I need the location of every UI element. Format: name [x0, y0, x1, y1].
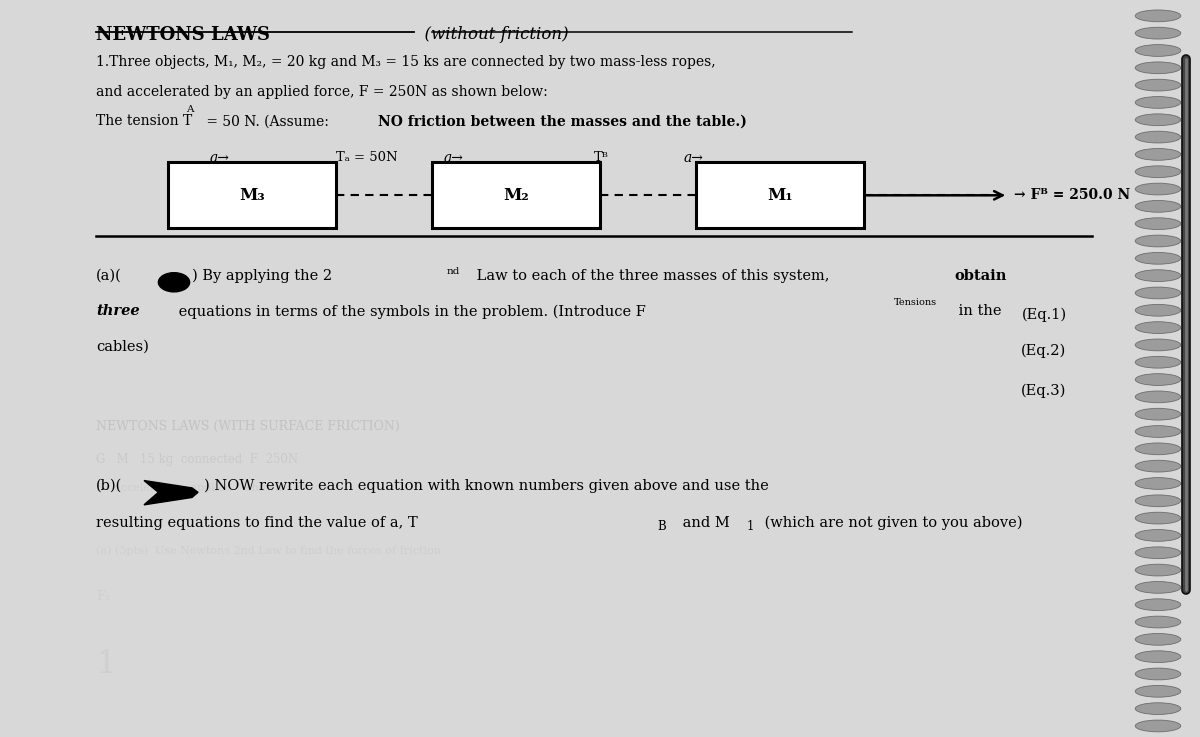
- Text: (a) (5pts)  Use Newtons 2nd Law to find the forces of friction: (a) (5pts) Use Newtons 2nd Law to find t…: [96, 545, 442, 556]
- Text: three: three: [96, 304, 139, 318]
- Text: a→: a→: [444, 151, 464, 165]
- Bar: [168, 162, 336, 228]
- Text: NEWTONS LAWS (WITH SURFACE FRICTION): NEWTONS LAWS (WITH SURFACE FRICTION): [96, 420, 400, 433]
- Ellipse shape: [1135, 97, 1181, 108]
- Ellipse shape: [1135, 184, 1181, 195]
- Ellipse shape: [1135, 408, 1181, 420]
- Ellipse shape: [1135, 495, 1181, 507]
- Text: F   accelerated   applied    shown: F accelerated applied shown: [96, 483, 282, 493]
- Text: 1.Three objects, M₁, M₂, = 20 kg and M₃ = 15 ks are connected by two mass-less r: 1.Three objects, M₁, M₂, = 20 kg and M₃ …: [96, 55, 715, 69]
- Text: NO friction between the masses and the table.): NO friction between the masses and the t…: [378, 114, 746, 128]
- Text: (Eq.1): (Eq.1): [1021, 308, 1067, 323]
- Text: G   M   15 kg  connected  F  250N: G M 15 kg connected F 250N: [96, 453, 298, 467]
- Text: obtain: obtain: [954, 269, 1007, 283]
- Ellipse shape: [1135, 339, 1181, 351]
- Ellipse shape: [1135, 460, 1181, 472]
- Ellipse shape: [1135, 321, 1181, 333]
- Text: resulting equations to find the value of a, T: resulting equations to find the value of…: [96, 516, 418, 530]
- Text: a→: a→: [684, 151, 704, 165]
- Text: and accelerated by an applied force, F = 250N as shown below:: and accelerated by an applied force, F =…: [96, 85, 547, 99]
- Text: NEWTONS LAWS: NEWTONS LAWS: [96, 26, 270, 43]
- Text: Tᴮ: Tᴮ: [594, 151, 608, 164]
- Ellipse shape: [1135, 720, 1181, 732]
- Ellipse shape: [1135, 10, 1181, 21]
- Ellipse shape: [1135, 547, 1181, 559]
- Bar: [432, 162, 600, 228]
- Ellipse shape: [1135, 235, 1181, 247]
- Ellipse shape: [1135, 565, 1181, 576]
- Bar: [696, 162, 864, 228]
- Ellipse shape: [1135, 270, 1181, 282]
- Text: M₂: M₂: [503, 186, 529, 204]
- Text: Law to each of the three masses of this system,: Law to each of the three masses of this …: [472, 269, 834, 283]
- Ellipse shape: [1135, 80, 1181, 91]
- Ellipse shape: [1135, 634, 1181, 646]
- Text: (b)(: (b)(: [96, 479, 122, 493]
- Text: = 50 N. (Assume:: = 50 N. (Assume:: [202, 114, 332, 128]
- Text: 1: 1: [96, 649, 115, 680]
- Text: and M: and M: [678, 516, 730, 530]
- Text: B: B: [658, 520, 666, 533]
- Ellipse shape: [1135, 512, 1181, 524]
- Ellipse shape: [1135, 478, 1181, 489]
- Ellipse shape: [1135, 425, 1181, 438]
- Text: nd: nd: [446, 267, 460, 276]
- Ellipse shape: [1135, 252, 1181, 265]
- Circle shape: [158, 273, 190, 292]
- Ellipse shape: [1135, 44, 1181, 56]
- Text: (which are not given to you above): (which are not given to you above): [760, 516, 1022, 531]
- Text: equations in terms of the symbols in the problem. (Introduce F: equations in terms of the symbols in the…: [174, 304, 646, 319]
- Ellipse shape: [1135, 200, 1181, 212]
- Text: cables): cables): [96, 340, 149, 354]
- Ellipse shape: [1135, 651, 1181, 663]
- Text: M₁: M₁: [767, 186, 793, 204]
- Ellipse shape: [1135, 304, 1181, 316]
- Ellipse shape: [1135, 62, 1181, 74]
- Text: 1: 1: [746, 520, 754, 533]
- Ellipse shape: [1135, 166, 1181, 178]
- Ellipse shape: [1135, 131, 1181, 143]
- Ellipse shape: [1135, 218, 1181, 230]
- Text: F₂: F₂: [96, 590, 109, 603]
- Ellipse shape: [1135, 616, 1181, 628]
- Text: (Eq.3): (Eq.3): [1021, 384, 1067, 399]
- Polygon shape: [144, 481, 198, 505]
- Ellipse shape: [1135, 357, 1181, 368]
- Text: ) By applying the 2: ) By applying the 2: [192, 269, 332, 284]
- Ellipse shape: [1135, 581, 1181, 593]
- Text: The tension T: The tension T: [96, 114, 192, 128]
- Ellipse shape: [1135, 529, 1181, 541]
- Ellipse shape: [1135, 287, 1181, 299]
- Text: M₃: M₃: [239, 186, 265, 204]
- Text: A: A: [186, 105, 193, 114]
- Text: Tₐ = 50N: Tₐ = 50N: [336, 151, 397, 164]
- Text: in the: in the: [954, 304, 1002, 318]
- Ellipse shape: [1135, 703, 1181, 715]
- Text: Tensions: Tensions: [894, 298, 937, 307]
- Ellipse shape: [1135, 27, 1181, 39]
- Ellipse shape: [1135, 149, 1181, 161]
- Ellipse shape: [1135, 443, 1181, 455]
- Ellipse shape: [1135, 668, 1181, 680]
- Text: ) NOW rewrite each equation with known numbers given above and use the: ) NOW rewrite each equation with known n…: [204, 479, 769, 494]
- Text: → Fᴮ = 250.0 N: → Fᴮ = 250.0 N: [1014, 189, 1130, 202]
- Ellipse shape: [1135, 391, 1181, 403]
- Text: (Eq.2): (Eq.2): [1021, 343, 1067, 358]
- Ellipse shape: [1135, 114, 1181, 126]
- Text: a→: a→: [210, 151, 230, 165]
- Text: (without friction): (without friction): [414, 26, 569, 43]
- Ellipse shape: [1135, 598, 1181, 610]
- Ellipse shape: [1135, 374, 1181, 385]
- Ellipse shape: [1135, 685, 1181, 697]
- Text: (a)(: (a)(: [96, 269, 121, 283]
